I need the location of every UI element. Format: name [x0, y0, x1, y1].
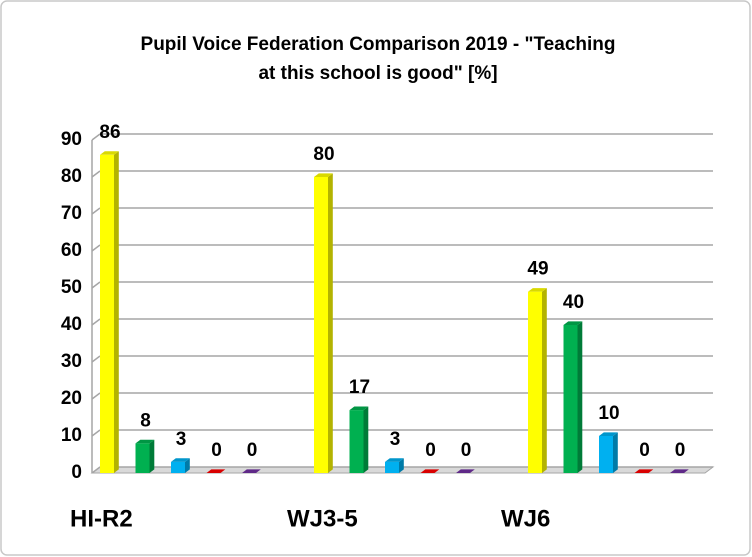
grid-line-side	[91, 355, 101, 363]
grid-line-side	[91, 466, 101, 474]
chart-title: Pupil Voice Federation Comparison 2019 -…	[141, 34, 616, 55]
bar-side	[149, 439, 155, 473]
grid-line-side	[91, 244, 101, 252]
x-tick-label: WJ6	[501, 505, 550, 532]
y-tick-label: 0	[71, 462, 82, 483]
bar-side	[613, 432, 618, 473]
value-label: 40	[563, 292, 584, 313]
bar-top	[100, 151, 119, 155]
bar-side	[114, 151, 119, 473]
value-label: 0	[211, 440, 222, 461]
y-tick-label: 30	[61, 351, 82, 372]
bar-side	[399, 458, 404, 473]
y-tick-label: 70	[61, 203, 82, 224]
grid-line-side	[91, 207, 101, 215]
chart-title: at this school is good" [%]	[258, 63, 497, 84]
value-label: 0	[639, 440, 650, 461]
value-label: 10	[598, 403, 619, 424]
grid-line-side	[91, 281, 101, 289]
bar	[100, 154, 114, 474]
bar-top	[420, 469, 440, 473]
value-label: 3	[390, 429, 401, 450]
bar	[528, 291, 542, 473]
x-tick-label: WJ3-5	[287, 505, 358, 532]
value-label: 0	[247, 440, 258, 461]
bar-top	[670, 469, 689, 473]
bar	[385, 461, 399, 473]
value-label: 17	[349, 377, 370, 398]
bar-top	[171, 458, 190, 462]
bar-top	[385, 458, 404, 462]
bar-side	[328, 173, 333, 473]
bar-top	[563, 321, 583, 325]
grid-line-side	[91, 429, 101, 437]
bar	[171, 461, 185, 473]
bar-side	[577, 321, 583, 473]
grid-line-side	[91, 392, 101, 400]
value-label: 80	[313, 144, 334, 165]
bar	[563, 325, 578, 473]
bar-top	[135, 439, 155, 444]
y-tick-label: 20	[61, 388, 82, 409]
bar-top	[599, 432, 618, 436]
bar	[135, 443, 150, 473]
grid-line-side	[91, 170, 101, 178]
bar-top	[349, 406, 369, 411]
bar	[349, 410, 364, 473]
bar	[314, 177, 328, 473]
value-label: 49	[527, 259, 548, 280]
value-label: 0	[425, 440, 436, 461]
bar-top	[456, 469, 475, 473]
y-tick-label: 10	[61, 425, 82, 446]
value-label: 8	[140, 410, 151, 431]
value-label: 0	[675, 440, 686, 461]
value-label: 86	[99, 122, 120, 143]
bar	[599, 436, 613, 473]
grid-line-side	[91, 133, 101, 141]
x-tick-label: HI-R2	[70, 505, 133, 532]
y-tick-label: 90	[61, 129, 82, 150]
value-label: 0	[461, 440, 472, 461]
bar-top	[634, 469, 654, 473]
y-tick-label: 40	[61, 314, 82, 335]
grid-line-side	[91, 318, 101, 326]
y-tick-label: 80	[61, 166, 82, 187]
value-label: 3	[176, 429, 187, 450]
bar-top	[206, 469, 226, 473]
bar-side	[185, 458, 190, 473]
bar-top	[242, 469, 261, 473]
y-tick-label: 50	[61, 277, 82, 298]
bar-top	[528, 288, 547, 292]
y-tick-label: 60	[61, 240, 82, 261]
bar-side	[542, 288, 547, 473]
bar-side	[363, 406, 369, 473]
bar-top	[314, 173, 333, 177]
